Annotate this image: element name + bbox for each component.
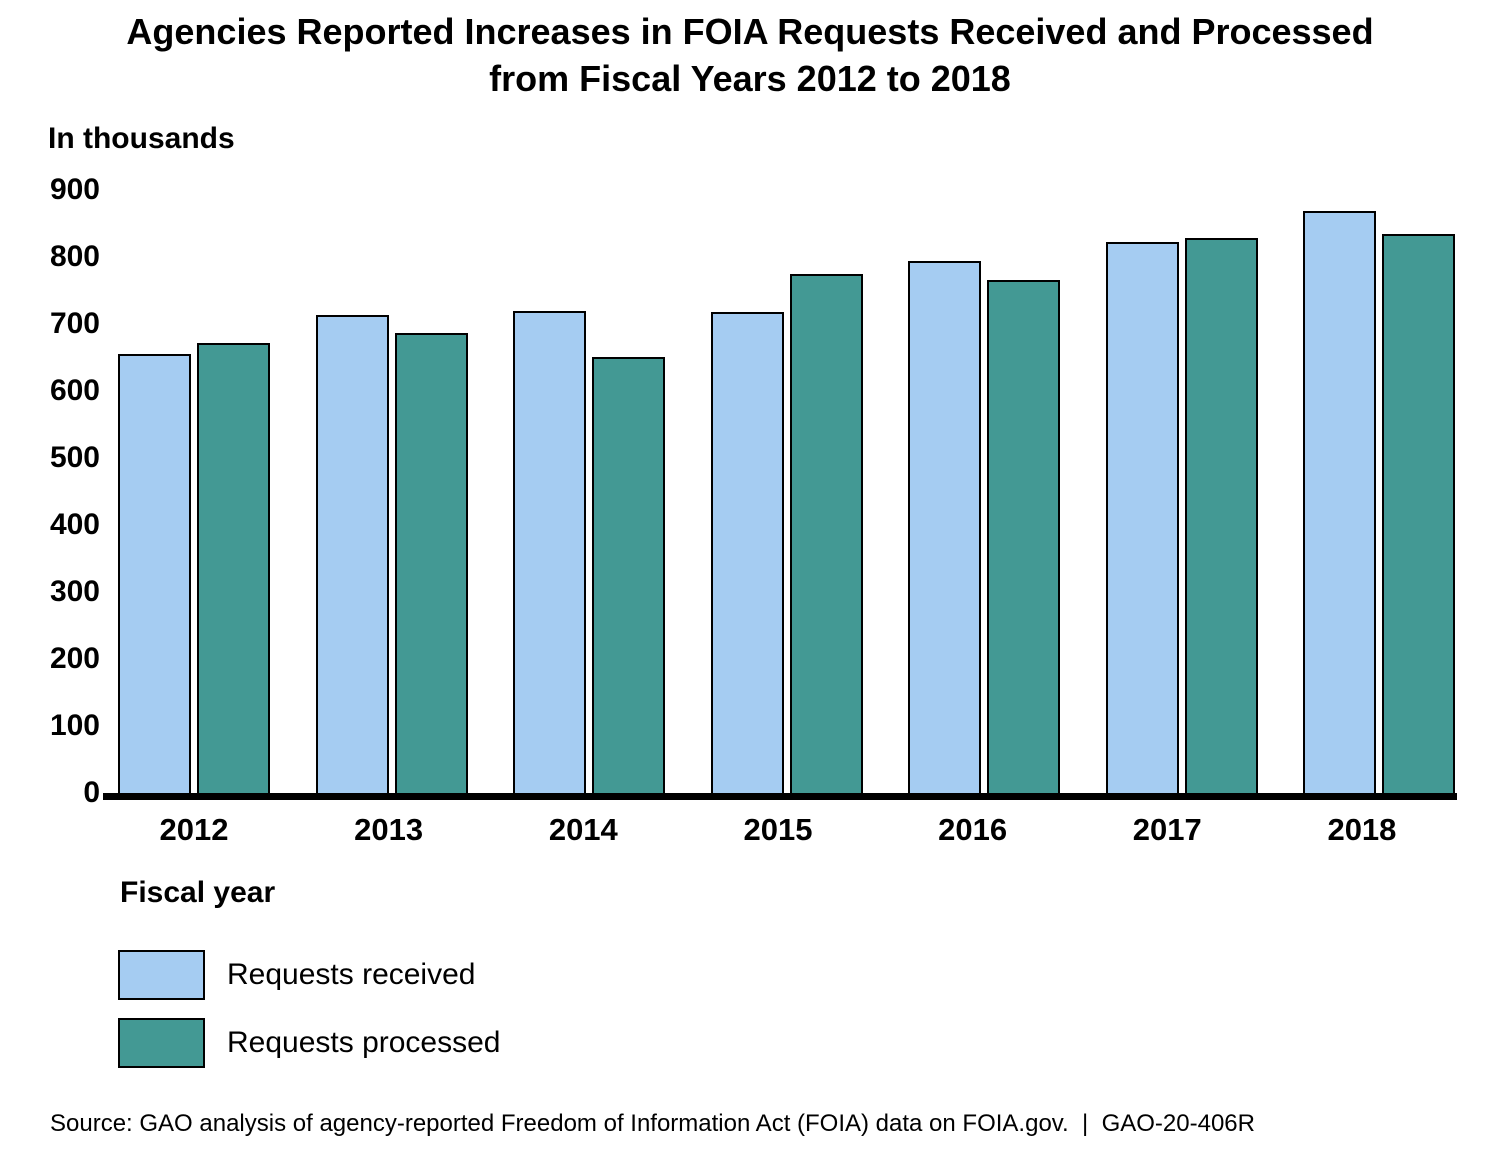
legend-swatch-requests-processed bbox=[118, 1018, 205, 1068]
legend-item-requests-received: Requests received bbox=[118, 950, 501, 1000]
bar-group-2012 bbox=[118, 343, 270, 793]
x-axis-title: Fiscal year bbox=[120, 876, 276, 909]
bar-requests-processed-2016 bbox=[987, 279, 1060, 793]
y-tick-900: 900 bbox=[49, 173, 100, 206]
bar-group-2015 bbox=[710, 273, 863, 793]
bar-group-2014 bbox=[513, 311, 665, 793]
legend: Requests received Requests processed bbox=[118, 950, 501, 1086]
y-tick-400: 400 bbox=[49, 508, 100, 541]
bar-requests-received-2018 bbox=[1303, 210, 1376, 793]
bar-requests-processed-2012 bbox=[197, 343, 270, 793]
legend-label-requests-processed: Requests processed bbox=[227, 1026, 501, 1059]
y-tick-600: 600 bbox=[49, 374, 100, 407]
y-tick-0: 0 bbox=[83, 776, 100, 809]
x-tick-2016: 2016 bbox=[938, 812, 1008, 847]
y-tick-200: 200 bbox=[49, 642, 100, 675]
y-tick-100: 100 bbox=[49, 709, 100, 742]
x-tick-2015: 2015 bbox=[743, 812, 813, 847]
y-axis-unit-label: In thousands bbox=[48, 122, 235, 155]
bar-requests-received-2013 bbox=[315, 315, 389, 793]
y-tick-800: 800 bbox=[49, 240, 100, 273]
chart-title: Agencies Reported Increases in FOIA Requ… bbox=[126, 11, 1374, 99]
x-tick-2012: 2012 bbox=[159, 812, 229, 847]
bar-group-2018 bbox=[1303, 210, 1455, 793]
y-tick-700: 700 bbox=[49, 307, 100, 340]
legend-label-requests-received: Requests received bbox=[227, 958, 476, 991]
y-axis: 900 800 700 600 500 400 300 200 100 0 bbox=[0, 173, 100, 809]
bar-requests-processed-2013 bbox=[394, 333, 468, 793]
legend-item-requests-processed: Requests processed bbox=[118, 1018, 501, 1068]
legend-swatch-requests-received bbox=[118, 950, 205, 1000]
bar-requests-received-2017 bbox=[1105, 241, 1179, 793]
bar-requests-received-2014 bbox=[513, 311, 586, 793]
x-tick-2013: 2013 bbox=[354, 812, 424, 847]
bar-group-2013 bbox=[315, 315, 468, 793]
bar-requests-processed-2018 bbox=[1382, 233, 1455, 793]
y-tick-300: 300 bbox=[49, 575, 100, 608]
source-note: Source: GAO analysis of agency-reported … bbox=[50, 1110, 1255, 1137]
bar-requests-received-2012 bbox=[118, 353, 191, 793]
bar-requests-processed-2015 bbox=[789, 273, 863, 793]
x-tick-2018: 2018 bbox=[1327, 812, 1397, 847]
plot-area bbox=[103, 190, 1457, 800]
x-axis: 2012 2013 2014 2015 2016 2017 2018 bbox=[103, 812, 1440, 848]
bar-group-2016 bbox=[908, 261, 1060, 793]
bar-requests-processed-2014 bbox=[592, 356, 665, 793]
bar-group-2017 bbox=[1105, 237, 1258, 793]
bar-requests-processed-2017 bbox=[1184, 237, 1258, 793]
x-tick-2017: 2017 bbox=[1132, 812, 1202, 847]
bar-requests-received-2016 bbox=[908, 261, 981, 793]
bar-requests-received-2015 bbox=[710, 311, 784, 793]
y-tick-500: 500 bbox=[49, 441, 100, 474]
x-tick-2014: 2014 bbox=[548, 812, 618, 847]
